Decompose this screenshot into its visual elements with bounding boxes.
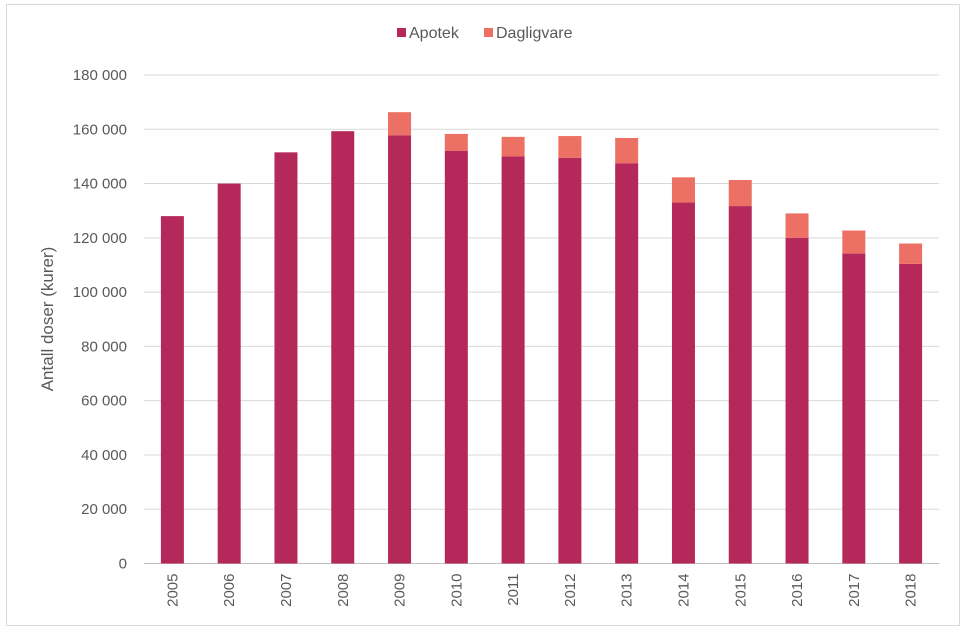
legend-item-dagligvare: Dagligvare [484,25,573,42]
x-tick-label: 2006 [221,574,238,607]
bar-dagligvare-2009 [388,112,412,136]
bar-dagligvare-2014 [671,177,695,203]
y-axis-ticks: 0 20 000 40 000 60 000 80 000 100 000 120 000 1… [73,67,127,573]
legend: Apotek Dagligvare [397,25,573,42]
bar-apotek-2005 [160,216,184,564]
bar-apotek-2013 [615,163,639,564]
y-tick-label: 140 000 [73,176,127,193]
bar-dagligvare-2015 [728,180,752,207]
y-tick-label: 20 000 [81,501,127,518]
x-tick-label: 2012 [562,574,579,607]
x-tick-label: 2007 [278,574,295,607]
y-tick-label: 80 000 [81,338,127,355]
bar-apotek-2010 [444,150,468,564]
x-tick-label: 2016 [789,574,806,607]
bar-apotek-2017 [842,253,866,564]
x-tick-label: 2013 [619,574,636,607]
legend-swatch [484,28,493,37]
bar-apotek-2014 [671,202,695,564]
y-axis-title: Antall doser (kurer) [38,247,57,392]
x-tick-label: 2005 [164,574,181,607]
bar-apotek-2016 [785,237,809,564]
bar-apotek-2018 [899,263,923,564]
bar-dagligvare-2017 [842,230,866,254]
bar-dagligvare-2018 [899,243,923,264]
legend-swatch [397,28,406,37]
y-tick-label: 180 000 [73,67,127,84]
x-tick-label: 2009 [392,574,409,607]
legend-label: Apotek [409,25,460,42]
x-tick-label: 2014 [675,574,692,607]
bar-apotek-2007 [274,152,298,564]
bars [160,112,923,564]
x-tick-label: 2008 [335,574,352,607]
legend-item-apotek: Apotek [397,25,460,42]
y-tick-label: 160 000 [73,121,127,138]
y-tick-label: 40 000 [81,447,127,464]
x-tick-label: 2017 [846,574,863,607]
bar-apotek-2006 [217,183,241,564]
bar-apotek-2012 [558,157,582,564]
bar-dagligvare-2011 [501,136,525,157]
y-tick-label: 60 000 [81,393,127,410]
bar-dagligvare-2016 [785,213,809,238]
y-tick-label: 120 000 [73,230,127,247]
legend-label: Dagligvare [496,25,573,42]
x-tick-label: 2015 [732,574,749,607]
x-tick-label: 2011 [505,574,522,606]
gridlines [144,74,939,564]
y-tick-label: 0 [119,556,127,573]
x-tick-label: 2010 [448,574,465,607]
bar-apotek-2008 [331,131,355,564]
bar-dagligvare-2012 [558,136,582,158]
bar-dagligvare-2010 [444,133,468,151]
bar-apotek-2011 [501,156,525,564]
y-tick-label: 100 000 [73,284,127,301]
x-axis-ticks: 2005 2006 2007 2008 2009 2010 2011 2012 2013 2014… [164,574,919,607]
bar-apotek-2009 [388,135,412,564]
bar-dagligvare-2013 [615,137,639,164]
bar-apotek-2015 [728,206,752,564]
x-tick-label: 2018 [903,574,920,607]
